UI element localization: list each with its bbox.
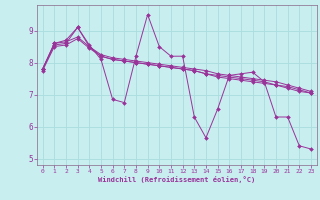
X-axis label: Windchill (Refroidissement éolien,°C): Windchill (Refroidissement éolien,°C) (98, 176, 255, 183)
